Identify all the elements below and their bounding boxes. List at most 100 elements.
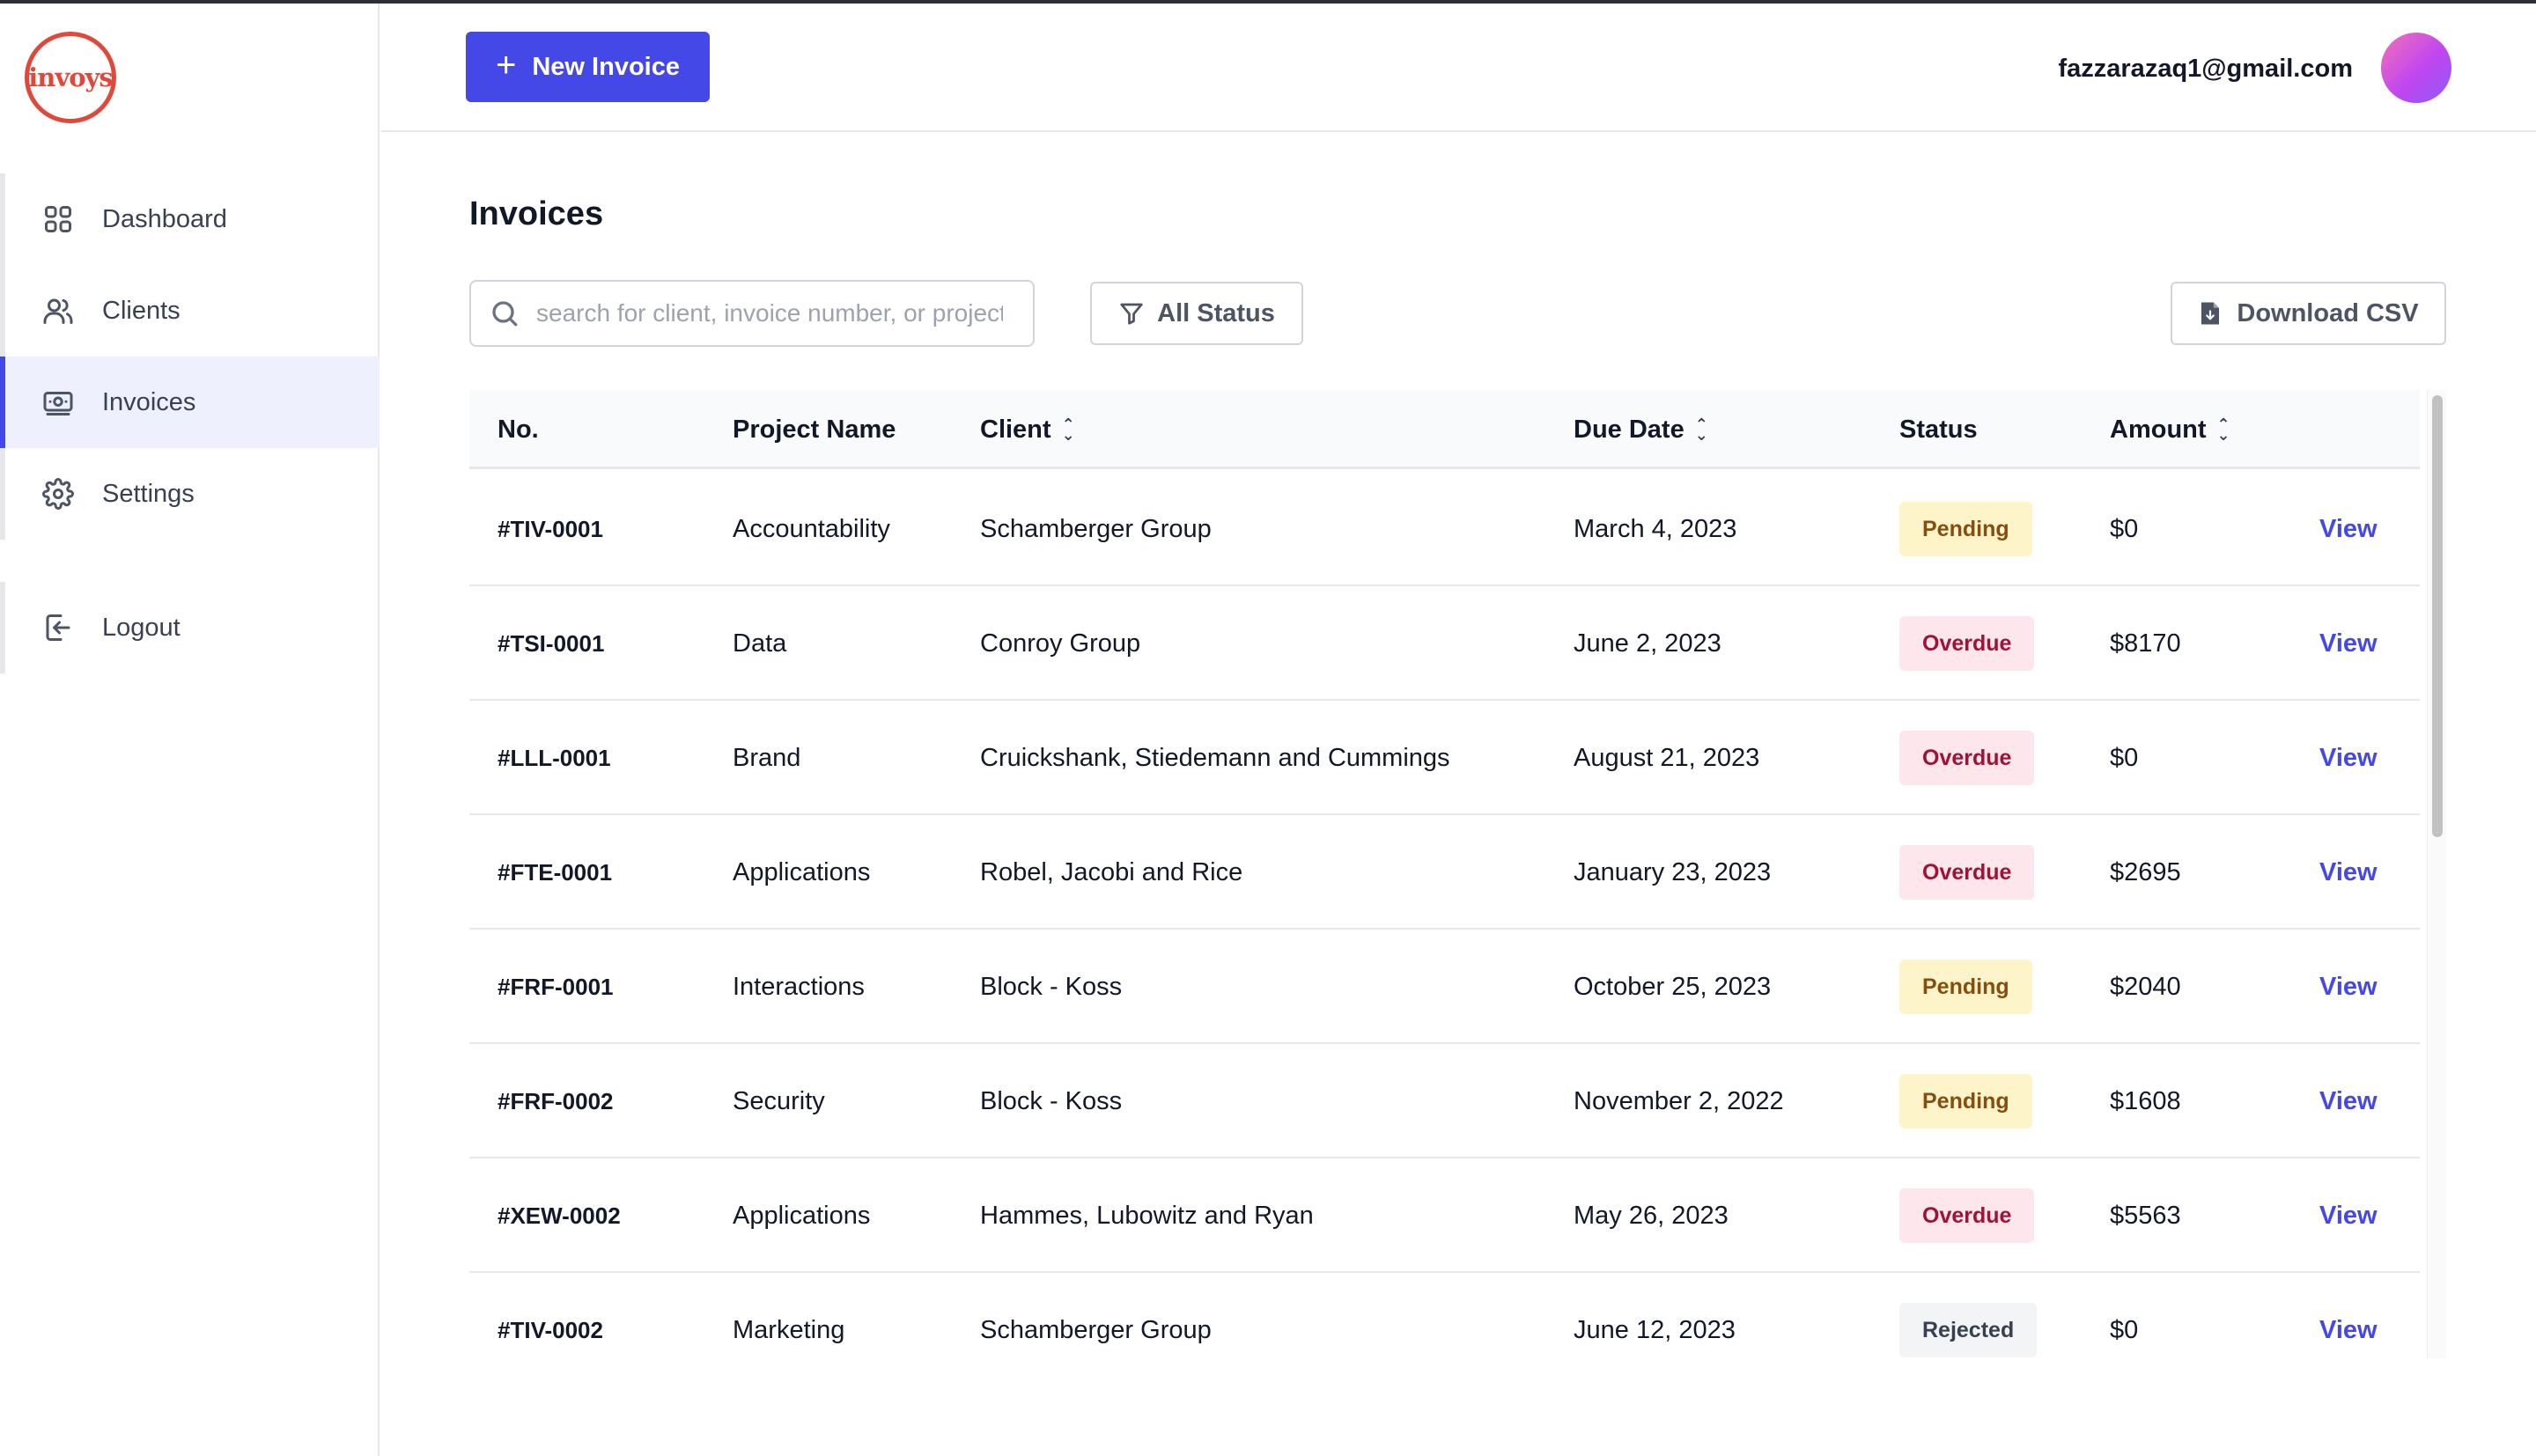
app-logo[interactable]: invoys: [25, 32, 116, 123]
column-header-due-date[interactable]: Due Date ⌃ ⌄: [1574, 390, 1708, 469]
table-row: #TSI-0001 Data Conroy Group June 2, 2023…: [469, 586, 2420, 701]
due-date: June 12, 2023: [1574, 1315, 1736, 1344]
sidebar-item-logout[interactable]: Logout: [0, 582, 380, 673]
download-csv-label: Download CSV: [2237, 298, 2419, 327]
status-cell: Pending: [1899, 472, 2032, 586]
column-label: Due Date: [1574, 415, 1685, 444]
table-header: No. Project Name Client ⌃ ⌄ Due Date ⌃ ⌄ S…: [469, 390, 2420, 469]
column-label: Amount: [2110, 415, 2207, 444]
table-scrollbar[interactable]: [2427, 390, 2446, 1358]
top-header: + New Invoice fazzarazaq1@gmail.com: [381, 4, 2536, 132]
table-row: #LLL-0001 Brand Cruickshank, Stiedemann …: [469, 701, 2420, 815]
sidebar-item-clients[interactable]: Clients: [0, 265, 380, 357]
logout-icon: [46, 614, 70, 641]
project-name: Marketing: [733, 1315, 845, 1344]
gear-icon: [42, 478, 74, 510]
table-row: #FTE-0001 Applications Robel, Jacobi and…: [469, 815, 2420, 930]
status-badge: Overdue: [1899, 731, 2035, 785]
download-csv-button[interactable]: Download CSV: [2171, 282, 2446, 345]
window-top-border: [0, 0, 2536, 4]
view-invoice-link[interactable]: View: [2319, 972, 2378, 1001]
table-row: #XEW-0002 Applications Hammes, Lubowitz …: [469, 1158, 2420, 1273]
page-title: Invoices: [469, 195, 604, 232]
due-date: June 2, 2023: [1574, 629, 1721, 658]
due-date: October 25, 2023: [1574, 972, 1772, 1001]
filter-icon: [1120, 303, 1143, 325]
view-cell: View: [2319, 586, 2378, 701]
sidebar: invoys Dashboard Clients Invoices: [0, 4, 380, 1456]
table-row: #FRF-0002 Security Block - Koss November…: [469, 1044, 2420, 1158]
client-name: Schamberger Group: [980, 514, 1212, 543]
status-cell: Overdue: [1899, 815, 2035, 930]
status-cell: Pending: [1899, 930, 2032, 1044]
sidebar-item-settings[interactable]: Settings: [0, 448, 380, 540]
invoice-number: #TIV-0001: [498, 515, 603, 542]
new-invoice-button[interactable]: + New Invoice: [466, 32, 710, 102]
view-invoice-link[interactable]: View: [2319, 629, 2378, 658]
sidebar-item-invoices[interactable]: Invoices: [0, 357, 380, 448]
view-cell: View: [2319, 1158, 2378, 1273]
users-icon: [43, 298, 73, 324]
search-box: [469, 280, 1035, 347]
view-cell: View: [2319, 815, 2378, 930]
scrollbar-thumb[interactable]: [2432, 395, 2443, 837]
table-row: #TIV-0002 Marketing Schamberger Group Ju…: [469, 1273, 2420, 1358]
project-name: Applications: [733, 1201, 871, 1230]
invoice-number: #TIV-0002: [498, 1316, 603, 1343]
status-badge: Rejected: [1899, 1303, 2038, 1357]
view-cell: View: [2319, 701, 2378, 815]
status-badge: Overdue: [1899, 845, 2035, 900]
column-header-status: Status: [1899, 390, 1978, 469]
due-date: January 23, 2023: [1574, 857, 1772, 886]
user-email: fazzarazaq1@gmail.com: [2058, 55, 2353, 83]
sidebar-item-label: Invoices: [102, 387, 196, 416]
amount: $5563: [2110, 1201, 2181, 1230]
project-name: Interactions: [733, 972, 865, 1001]
status-cell: Overdue: [1899, 1158, 2035, 1273]
view-invoice-link[interactable]: View: [2319, 743, 2378, 772]
status-filter-button[interactable]: All Status: [1090, 282, 1303, 345]
project-name: Brand: [733, 743, 801, 772]
sort-icon[interactable]: ⌃ ⌄: [1061, 415, 1075, 444]
view-invoice-link[interactable]: View: [2319, 1086, 2378, 1115]
amount: $2040: [2110, 972, 2181, 1001]
project-name: Accountability: [733, 514, 890, 543]
view-invoice-link[interactable]: View: [2319, 514, 2378, 543]
client-name: Conroy Group: [980, 629, 1141, 658]
view-invoice-link[interactable]: View: [2319, 857, 2378, 886]
client-name: Hammes, Lubowitz and Ryan: [980, 1201, 1314, 1230]
due-date: March 4, 2023: [1574, 514, 1737, 543]
column-label: Client: [980, 415, 1051, 444]
search-icon: [492, 301, 518, 327]
invoice-number: #FRF-0002: [498, 1087, 614, 1114]
view-cell: View: [2319, 472, 2378, 586]
project-name: Security: [733, 1086, 825, 1115]
sidebar-item-label: Logout: [102, 613, 181, 642]
search-input[interactable]: [536, 299, 1003, 327]
plus-icon: +: [496, 46, 517, 85]
sidebar-item-label: Clients: [102, 296, 181, 325]
sidebar-item-dashboard[interactable]: Dashboard: [0, 173, 380, 265]
status-badge: Overdue: [1899, 616, 2035, 671]
amount: $8170: [2110, 629, 2181, 658]
status-filter-label: All Status: [1157, 298, 1275, 327]
column-header-amount[interactable]: Amount ⌃ ⌄: [2110, 390, 2230, 469]
column-header-no: No.: [498, 390, 539, 469]
status-cell: Rejected: [1899, 1273, 2038, 1358]
sidebar-item-label: Dashboard: [102, 204, 227, 233]
status-badge: Overdue: [1899, 1188, 2035, 1243]
avatar[interactable]: [2381, 33, 2451, 103]
status-badge: Pending: [1899, 502, 2032, 556]
view-invoice-link[interactable]: View: [2319, 1315, 2378, 1344]
app-logo-text: invoys: [28, 63, 113, 92]
column-label: Status: [1899, 415, 1978, 444]
column-header-client[interactable]: Client ⌃ ⌄: [980, 390, 1075, 469]
sort-icon[interactable]: ⌃ ⌄: [1694, 415, 1708, 444]
invoice-number: #FTE-0001: [498, 858, 613, 886]
view-invoice-link[interactable]: View: [2319, 1201, 2378, 1230]
sort-icon[interactable]: ⌃ ⌄: [2216, 415, 2230, 444]
status-badge: Pending: [1899, 1074, 2032, 1129]
amount: $0: [2110, 743, 2139, 772]
due-date: May 26, 2023: [1574, 1201, 1729, 1230]
invoices-table: No. Project Name Client ⌃ ⌄ Due Date ⌃ ⌄ S…: [469, 390, 2446, 1358]
